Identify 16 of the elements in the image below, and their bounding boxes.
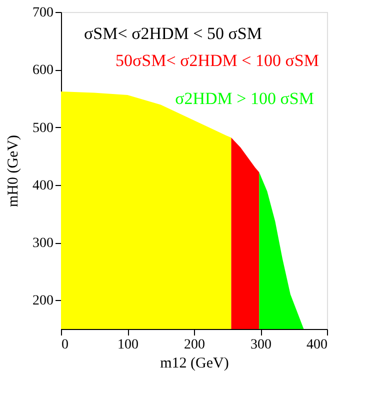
y-tick-label: 500 — [32, 120, 54, 136]
y-tick-label: 200 — [32, 294, 54, 309]
text: σSM< σ2HDM < 50 σSM — [84, 24, 262, 43]
x-tick-label: 300 — [250, 338, 272, 352]
text: 50σSM< σ2HDM < 100 σSM — [116, 51, 319, 70]
y-tick-label: 600 — [32, 63, 54, 78]
text: σ2HDM > 100 σSM — [175, 89, 314, 108]
x-tick-label: 100 — [118, 338, 138, 352]
y-tick-label: 300 — [32, 236, 54, 252]
x-tick-label: 0 — [62, 338, 68, 352]
x-tick-label: 400 — [306, 338, 328, 352]
x-axis-title: m12 (GeV) — [160, 356, 229, 372]
y-tick-label: 700 — [32, 6, 54, 20]
y-tick-label: 400 — [32, 178, 54, 194]
y-axis-title: mH0 (GeV) — [6, 134, 22, 208]
x-tick-label: 200 — [184, 338, 205, 352]
